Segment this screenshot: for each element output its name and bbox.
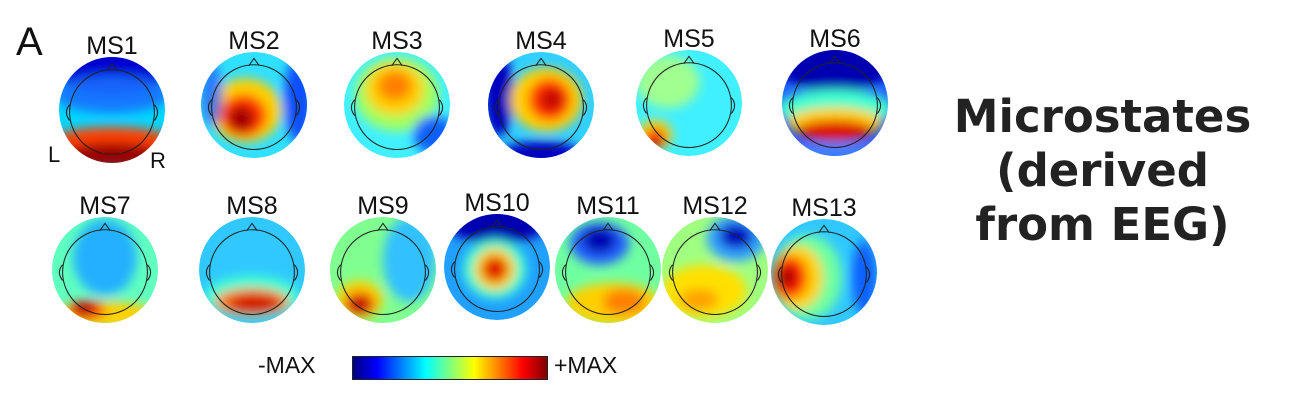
topography-figure: A MS1 MS2 MS3 MS4 MS5 MS6 MS7 MS8 MS9 MS10 MS11 MS1… (16, 20, 888, 380)
right-hemisphere-label: R (150, 148, 166, 173)
map-label-ms9: MS9 (357, 192, 409, 220)
topomap-ms5 (636, 50, 742, 156)
topomap-ms7 (52, 217, 158, 323)
topomap-ms3 (344, 52, 450, 158)
map-label-ms3: MS3 (371, 27, 423, 55)
map-label-ms12: MS12 (682, 192, 748, 220)
map-label-ms10: MS10 (464, 189, 530, 217)
map-label-ms5: MS5 (663, 25, 715, 53)
left-hemisphere-label: L (48, 142, 61, 167)
colorbar (352, 356, 548, 380)
title-line-2: (derived (996, 144, 1209, 197)
map-label-ms11: MS11 (576, 192, 640, 220)
topomap-ms13 (771, 219, 877, 325)
map-label-ms8: MS8 (226, 192, 278, 220)
topomap-ms8 (199, 217, 305, 323)
title-line-3: from EEG) (975, 198, 1230, 251)
title-line-1: Microstates (953, 90, 1252, 143)
map-label-ms13: MS13 (791, 194, 857, 222)
topomap-ms6 (782, 50, 888, 156)
map-label-ms1: MS1 (86, 32, 138, 60)
topomap-ms11 (555, 217, 661, 323)
panel-letter: A (16, 20, 43, 64)
map-label-ms4: MS4 (515, 27, 567, 55)
map-label-ms7: MS7 (79, 192, 131, 220)
microstates-title: Microstates (derived from EEG) (905, 90, 1300, 252)
topomap-ms2 (201, 52, 307, 158)
topomap-ms9 (330, 217, 436, 323)
topomap-ms10 (444, 214, 550, 320)
topomap-ms4 (488, 52, 594, 158)
map-label-ms2: MS2 (228, 27, 280, 55)
topomap-ms12 (662, 217, 768, 323)
map-label-ms6: MS6 (809, 25, 861, 53)
colorbar-min-label: -MAX (258, 352, 316, 378)
colorbar-max-label: +MAX (554, 352, 618, 378)
